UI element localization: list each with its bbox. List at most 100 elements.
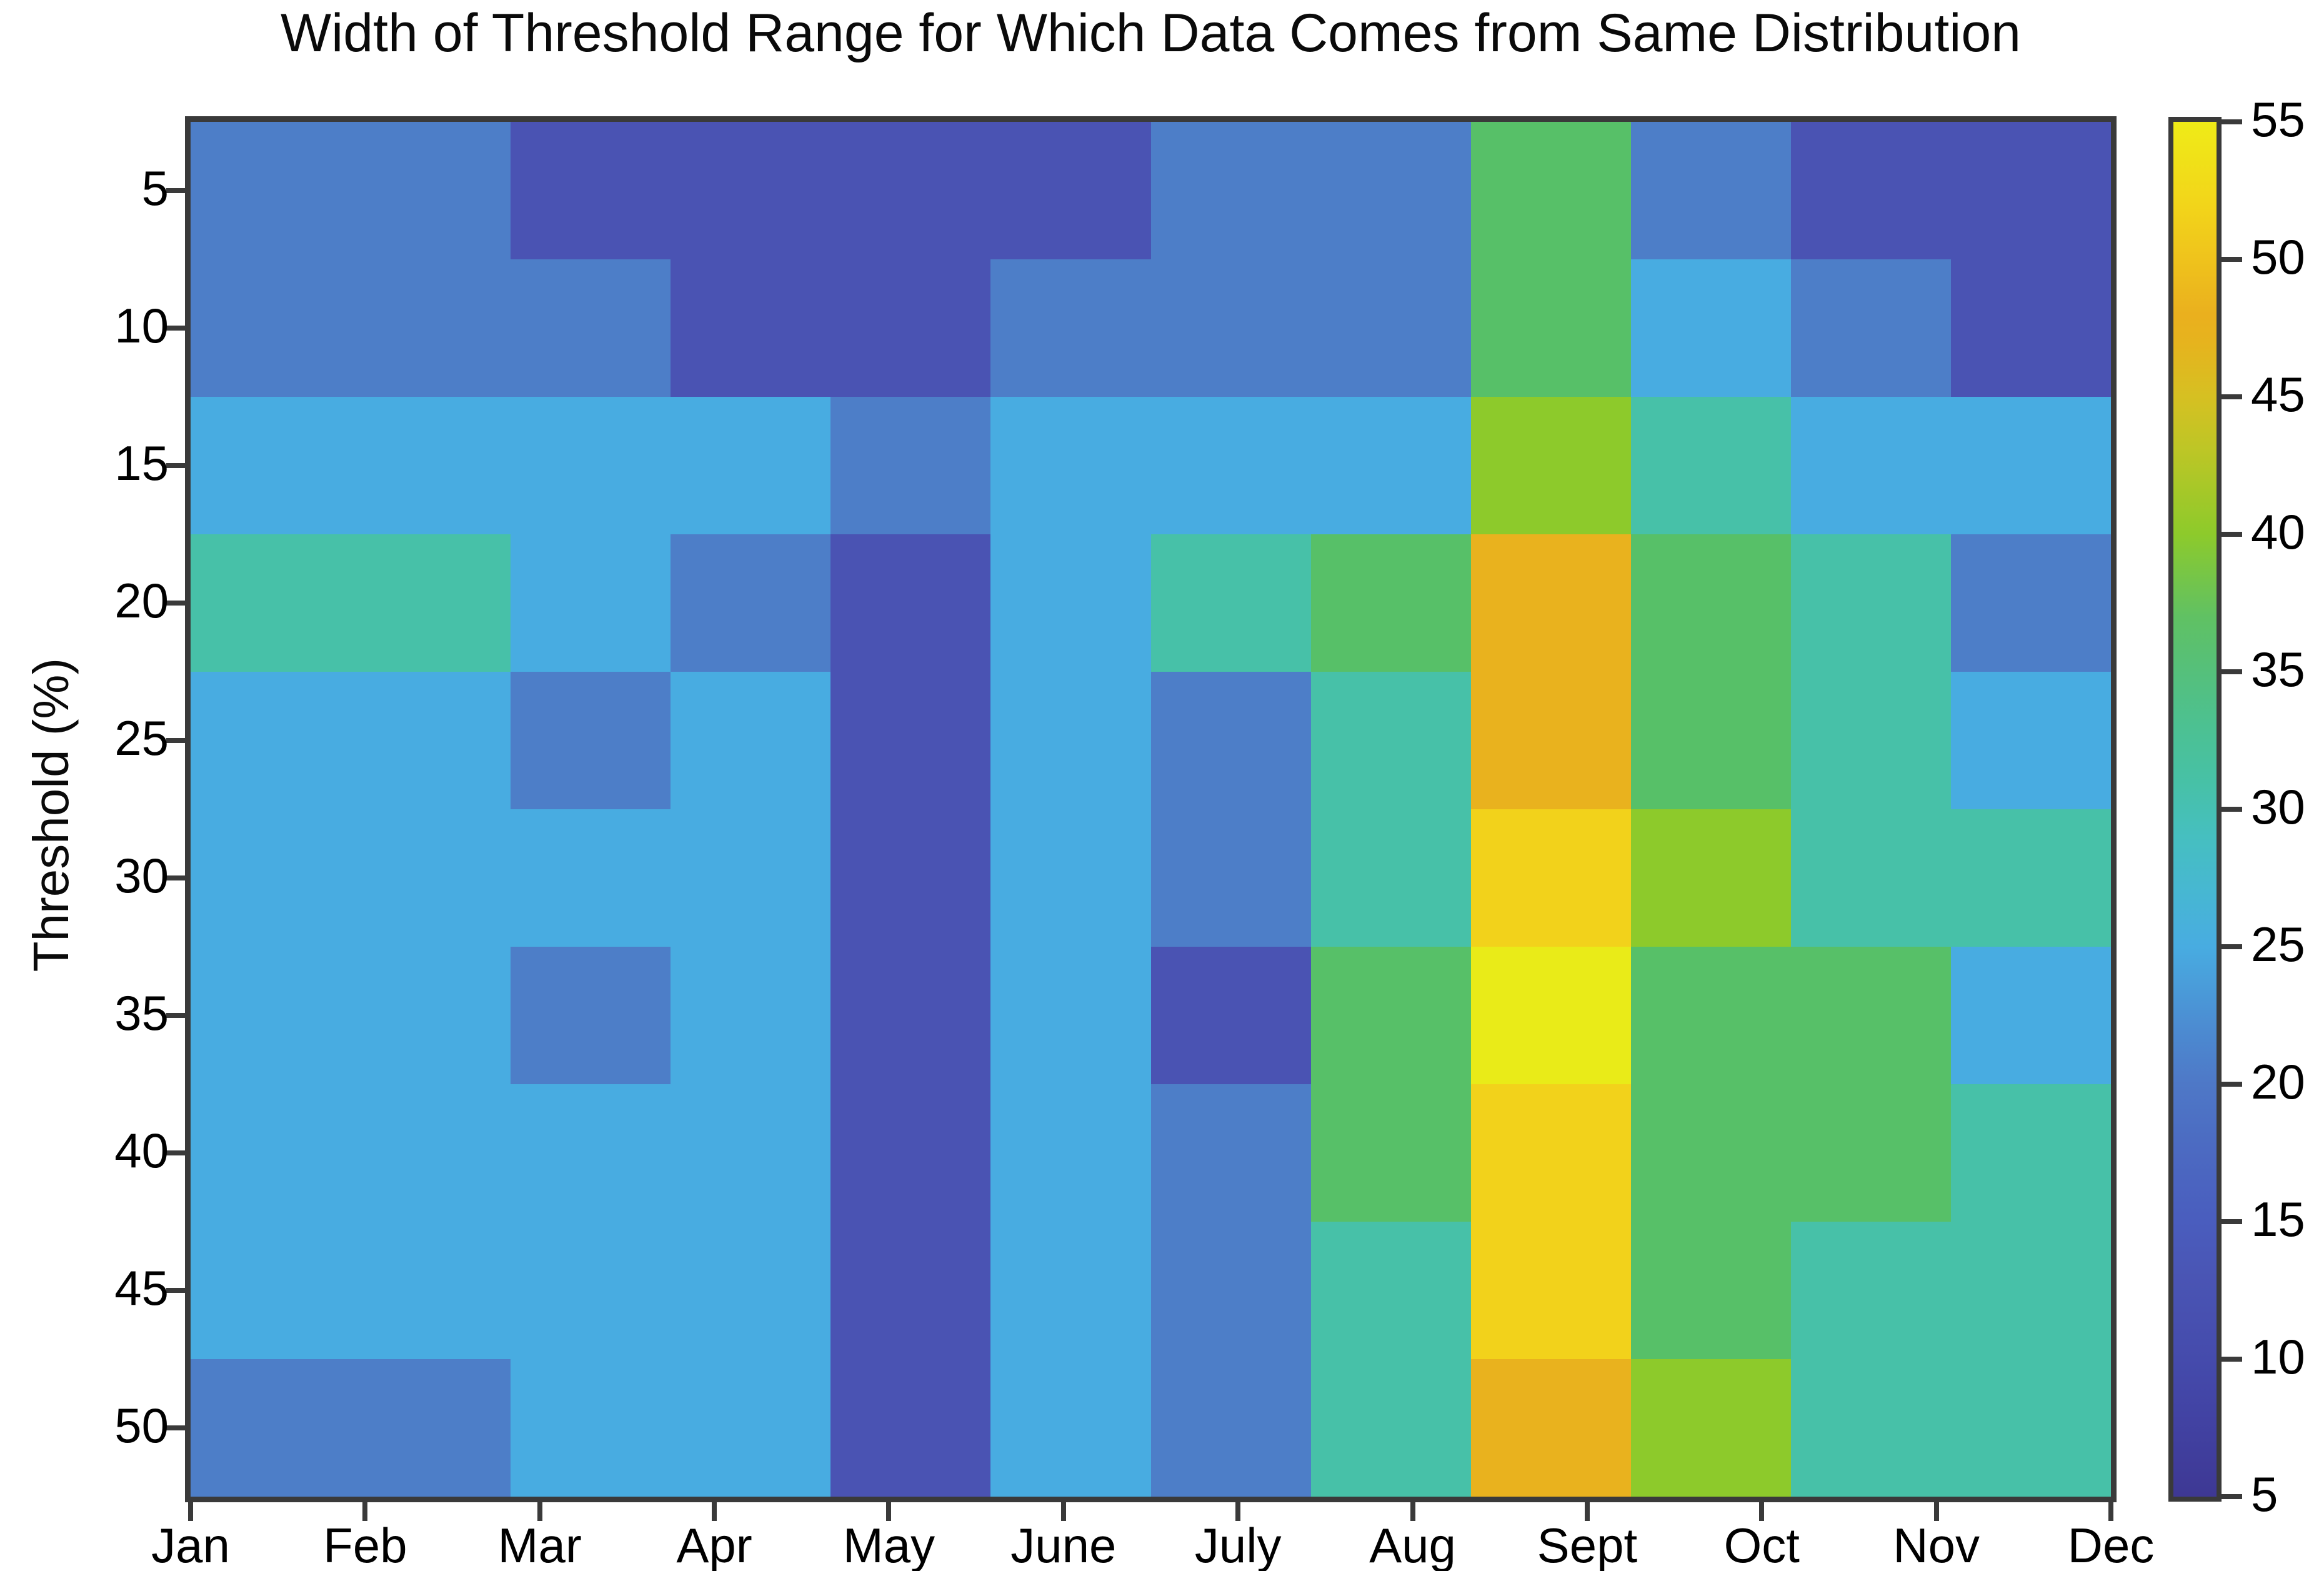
y-tick-label: 20	[114, 572, 169, 628]
y-tick-label: 15	[114, 435, 169, 491]
heatmap-cell	[671, 1222, 831, 1359]
x-tick-label: May	[842, 1518, 935, 1571]
x-tick-label: Feb	[323, 1518, 407, 1571]
heatmap-cell	[1470, 397, 1631, 534]
heatmap-cell	[351, 1359, 511, 1497]
heatmap-cell	[830, 672, 991, 809]
colorbar-tick-mark	[2222, 944, 2242, 949]
heatmap-cell	[1790, 397, 1951, 534]
heatmap-cell	[1630, 534, 1791, 672]
heatmap-cell	[1150, 259, 1311, 397]
heatmap-cell	[1950, 122, 2111, 259]
heatmap-cell	[990, 122, 1151, 259]
heatmap-cell	[1310, 259, 1471, 397]
colorbar-tick-label: 20	[2251, 1054, 2305, 1109]
heatmap-cell	[1310, 809, 1471, 947]
colorbar-tick-mark	[2222, 119, 2242, 124]
colorbar-tick-mark	[2222, 257, 2242, 262]
y-tick-label: 40	[114, 1122, 169, 1178]
heatmap-cell	[1310, 1222, 1471, 1359]
heatmap-cell	[1310, 534, 1471, 672]
colorbar-tick-mark	[2222, 1357, 2242, 1362]
heatmap-cell	[1630, 672, 1791, 809]
colorbar-tick-label: 35	[2251, 641, 2305, 697]
y-tick-label: 30	[114, 847, 169, 903]
heatmap-cell	[990, 1359, 1151, 1497]
heatmap-cell	[1470, 1084, 1631, 1222]
colorbar-tick-mark	[2222, 807, 2242, 812]
y-axis-label: Threshold (%)	[23, 657, 79, 972]
heatmap-cell	[990, 1084, 1151, 1222]
y-tick-mark	[166, 326, 185, 331]
heatmap-cell	[511, 259, 671, 397]
y-tick-mark	[166, 1288, 185, 1293]
heatmap-cell	[1630, 259, 1791, 397]
heatmap-cell	[511, 534, 671, 672]
heatmap-cell	[1950, 672, 2111, 809]
plot-border	[185, 116, 2117, 1502]
heatmap-cell	[671, 809, 831, 947]
heatmap-cell	[1150, 1084, 1311, 1222]
heatmap-cell	[1150, 947, 1311, 1084]
heatmap-cell	[671, 947, 831, 1084]
heatmap-cell	[990, 672, 1151, 809]
heatmap-cell	[191, 1359, 351, 1497]
heatmap-cell	[1950, 1359, 2111, 1497]
colorbar-tick-label: 40	[2251, 504, 2305, 559]
heatmap-cell	[1150, 1359, 1311, 1497]
y-tick-label: 10	[114, 297, 169, 353]
heatmap-cell	[191, 534, 351, 672]
colorbar-tick-label: 30	[2251, 779, 2305, 834]
heatmap-cell	[351, 259, 511, 397]
heatmap-cell	[1310, 947, 1471, 1084]
heatmap-cell	[671, 122, 831, 259]
heatmap-cell	[1470, 259, 1631, 397]
heatmap-cell	[511, 397, 671, 534]
heatmap-cell	[191, 809, 351, 947]
heatmap-cell	[1470, 1222, 1631, 1359]
colorbar-tick-label: 55	[2251, 91, 2305, 147]
heatmap-cell	[351, 397, 511, 534]
y-tick-label: 35	[114, 985, 169, 1040]
heatmap-cell	[1310, 672, 1471, 809]
heatmap-cell	[830, 1222, 991, 1359]
heatmap-cell	[990, 947, 1151, 1084]
heatmap-cell	[1470, 122, 1631, 259]
heatmap-cell	[990, 397, 1151, 534]
heatmap-cell	[191, 122, 351, 259]
y-tick-label: 45	[114, 1260, 169, 1315]
heatmap-cell	[1630, 1359, 1791, 1497]
heatmap-cell	[671, 534, 831, 672]
x-tick-mark	[537, 1502, 542, 1521]
chart-title: Width of Threshold Range for Which Data …	[281, 3, 2021, 63]
y-tick-label: 25	[114, 710, 169, 766]
heatmap-cell	[1790, 1084, 1951, 1222]
heatmap-cell	[1790, 809, 1951, 947]
heatmap-cell	[830, 259, 991, 397]
heatmap-cell	[511, 122, 671, 259]
y-tick-mark	[166, 601, 185, 606]
y-tick-mark	[166, 1425, 185, 1430]
heatmap-cell	[191, 1084, 351, 1222]
heatmap-cell	[1310, 1359, 1471, 1497]
heatmap-grid	[191, 122, 2111, 1497]
heatmap-cell	[830, 947, 991, 1084]
x-tick-mark	[1235, 1502, 1241, 1521]
heatmap-cell	[1950, 1222, 2111, 1359]
x-tick-label: Sept	[1537, 1518, 1638, 1571]
heatmap-cell	[351, 534, 511, 672]
x-tick-label: Jan	[151, 1518, 230, 1571]
heatmap-cell	[1950, 947, 2111, 1084]
heatmap-cell	[1790, 259, 1951, 397]
colorbar-tick-mark	[2222, 1494, 2242, 1499]
x-tick-mark	[1060, 1502, 1066, 1521]
heatmap-cell	[1790, 534, 1951, 672]
x-tick-mark	[362, 1502, 368, 1521]
heatmap-cell	[830, 534, 991, 672]
heatmap-cell	[830, 1359, 991, 1497]
x-tick-mark	[1584, 1502, 1590, 1521]
y-tick-mark	[166, 188, 185, 193]
y-tick-mark	[166, 1150, 185, 1155]
x-tick-mark	[1759, 1502, 1765, 1521]
x-tick-label: June	[1010, 1518, 1117, 1571]
